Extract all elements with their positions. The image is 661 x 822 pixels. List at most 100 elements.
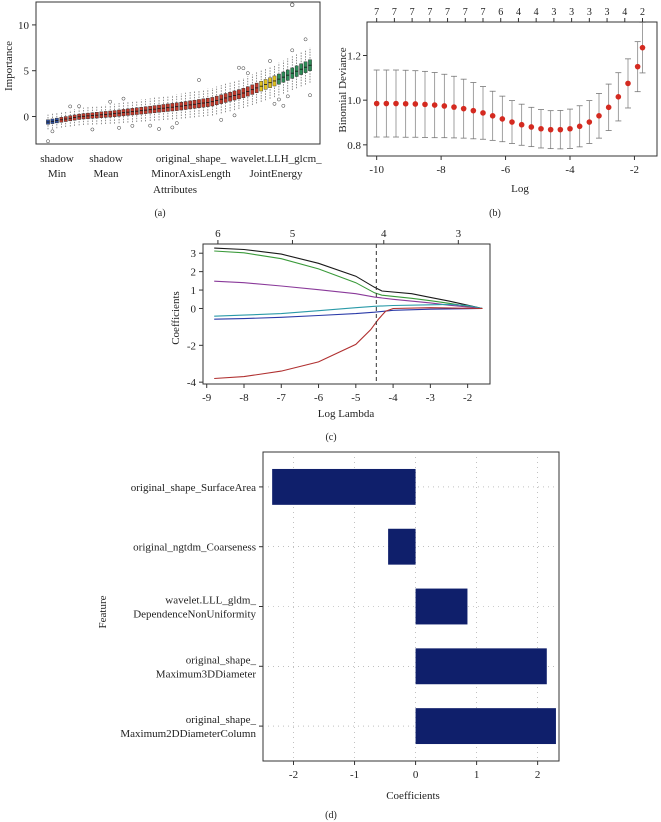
panel-b-xtick-label: -4 bbox=[565, 164, 575, 176]
panel-a-xtick-2b: Mean bbox=[93, 168, 119, 180]
panel-b-top-label: 7 bbox=[427, 7, 432, 18]
panel-b-top-label: 7 bbox=[445, 7, 450, 18]
panel-c-ytick-label: -4 bbox=[187, 377, 197, 389]
panel-a-outlier bbox=[50, 129, 55, 134]
panel-a-outlier bbox=[170, 125, 175, 130]
panel-c-ytick-label: 2 bbox=[191, 267, 197, 279]
panel-b-point bbox=[528, 124, 535, 130]
panel-a-outlier-max bbox=[290, 2, 295, 7]
panel-a-outlier bbox=[232, 113, 237, 118]
panel-b-point bbox=[538, 125, 544, 132]
panel-c-xtick-label: -7 bbox=[277, 392, 287, 404]
panel-b-top-label: 7 bbox=[392, 7, 397, 18]
panel-d-bar bbox=[415, 648, 547, 685]
panel-a-xtick-2a: shadow bbox=[89, 153, 123, 165]
panel-b-top-label: 4 bbox=[534, 7, 539, 18]
panel-d-bars bbox=[272, 468, 556, 745]
panel-b-errorbar: 7 7 7 7 7 7 7 6 4 4 3 3 3 3 4 2 -10 -8 -6 -4 -2 0.8 1.0 1.2 Bi… bbox=[337, 7, 658, 219]
panel-b-top-label: 7 bbox=[410, 7, 415, 18]
panel-c-ytick-label: 1 bbox=[191, 285, 197, 297]
panel-b-point bbox=[509, 119, 515, 125]
panel-a-xlabel: Attributes bbox=[153, 184, 197, 196]
panel-b-point bbox=[586, 119, 593, 125]
panel-b-top-label: 4 bbox=[516, 7, 521, 18]
panel-a-outlier bbox=[68, 104, 73, 109]
panel-b-points bbox=[373, 44, 646, 133]
panel-b-point bbox=[576, 123, 583, 130]
panel-c-series-green bbox=[214, 250, 483, 310]
panel-a-outlier bbox=[277, 97, 281, 102]
panel-c-series-black bbox=[214, 247, 483, 310]
panel-b-top-labels: 7 7 7 7 7 7 7 6 4 4 3 3 3 3 4 2 bbox=[374, 7, 645, 22]
panel-c-series-red bbox=[214, 307, 483, 380]
panel-c-xtick-label: -5 bbox=[351, 392, 361, 404]
panel-a-ylabel: Importance bbox=[3, 41, 15, 91]
panel-c-xtick-label: -8 bbox=[239, 392, 249, 404]
panel-c-ytick-label: 0 bbox=[191, 303, 197, 315]
panel-b-point bbox=[634, 63, 641, 70]
panel-c-top-label: 4 bbox=[381, 228, 387, 240]
panel-b-ylabel: Binomial Deviance bbox=[337, 47, 349, 132]
panel-b-point bbox=[373, 100, 380, 107]
panel-b-point bbox=[402, 100, 409, 107]
panel-a-outlier bbox=[108, 99, 113, 104]
panel-b-point bbox=[422, 101, 428, 108]
panel-b-point bbox=[639, 44, 646, 51]
panel-c-series-purple bbox=[214, 280, 483, 310]
panel-a-outlier bbox=[303, 37, 308, 42]
panel-d-bar bbox=[388, 528, 416, 565]
panel-a-outlier bbox=[245, 71, 250, 76]
caption-c: (c) bbox=[325, 432, 336, 443]
panel-a-xtick-4a: wavelet.LLH_glcm_ bbox=[230, 153, 322, 165]
panel-a-outlier bbox=[285, 94, 290, 99]
panel-c-xtick-label: -3 bbox=[426, 392, 436, 404]
panel-d-xtick-label: 1 bbox=[474, 769, 480, 781]
panel-c-lines bbox=[214, 244, 483, 384]
panel-a-yticks: 0 5 10 bbox=[18, 20, 36, 124]
panel-b-point bbox=[393, 100, 399, 107]
panel-d-feature-label: original_shape_SurfaceArea bbox=[131, 482, 256, 494]
panel-b-point bbox=[441, 103, 448, 109]
panel-a-outlier bbox=[290, 48, 295, 53]
panel-a-ytick-label: 0 bbox=[24, 112, 30, 124]
panel-b-point bbox=[557, 126, 564, 133]
panel-c-xtick-label: -4 bbox=[389, 392, 399, 404]
panel-b-point bbox=[625, 80, 631, 87]
panel-a-outlier bbox=[272, 101, 277, 106]
panel-a-outlier bbox=[77, 104, 81, 109]
panel-c-frame bbox=[202, 243, 491, 385]
panel-a-outlier bbox=[117, 125, 121, 130]
panel-a-ytick-label: 10 bbox=[18, 20, 30, 32]
panel-d-feature-label: original_ngtdm_Coarseness bbox=[133, 542, 256, 554]
panel-a-boxes bbox=[46, 2, 312, 144]
panel-b-point bbox=[596, 113, 602, 119]
panel-b-top-label: 3 bbox=[551, 7, 556, 18]
panel-b-point bbox=[518, 121, 525, 128]
panel-a-frame bbox=[35, 1, 321, 145]
caption-d: (d) bbox=[325, 810, 337, 821]
panel-a-outlier bbox=[90, 127, 95, 132]
panel-d-feature-label: wavelet.LLL_gldm_ bbox=[165, 595, 256, 607]
panel-c-xlabel: Log Lambda bbox=[318, 408, 375, 420]
panel-c-ytick-label: 3 bbox=[191, 248, 197, 260]
panel-b-top-label: 3 bbox=[587, 7, 592, 18]
panel-b-top-label: 3 bbox=[605, 7, 610, 18]
panel-a-outlier bbox=[281, 103, 286, 108]
panel-d-xlabel: Coefficients bbox=[386, 790, 440, 802]
panel-a-xtick-1a: shadow bbox=[40, 153, 74, 165]
panel-a-outlier bbox=[174, 121, 179, 125]
panel-b-point bbox=[547, 126, 554, 133]
panel-b-top-label: 7 bbox=[463, 7, 468, 18]
panel-b-ytick-label: 1.0 bbox=[347, 95, 361, 107]
panel-b-point bbox=[470, 107, 477, 114]
panel-a-xtick-1b: Min bbox=[48, 168, 67, 180]
panel-b-top-label: 2 bbox=[640, 7, 645, 18]
panel-d-feature-label: DependenceNonUniformity bbox=[133, 609, 256, 621]
panel-c-ticks: -9 -8 -7 -6 -5 -4 -3 -2 -4 -2 0 1 2 3 6 5 4 3 bbox=[187, 228, 472, 404]
panel-c-ytick-label: -2 bbox=[187, 340, 196, 352]
panel-a-outlier bbox=[46, 139, 50, 144]
panel-c-xtick-label: -6 bbox=[314, 392, 324, 404]
panel-c-series-cyan bbox=[214, 303, 483, 317]
panel-c-ylabel: Coefficients bbox=[170, 291, 182, 345]
